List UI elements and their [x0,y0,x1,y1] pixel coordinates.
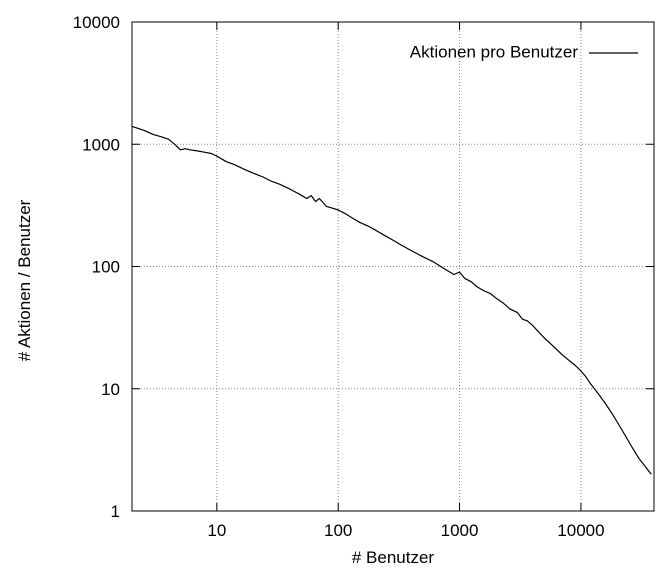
x-tick-label: 10 [207,521,226,540]
axis-tick-labels: 10 100 1000 10000 1 10 100 1000 10000 [73,13,605,540]
y-tick-label: 1000 [82,135,120,154]
plot-frame [131,21,655,512]
y-axis-title: # Aktionen / Benutzer [15,199,34,361]
y-tick-label: 100 [92,258,120,277]
y-tick-label: 10000 [73,13,120,32]
grid [132,22,654,511]
x-tick-label: 100 [324,521,352,540]
y-tick-label: 10 [101,380,120,399]
legend: Aktionen pro Benutzer [410,42,638,61]
x-tick-label: 1000 [441,521,479,540]
y-tick-label: 1 [111,502,120,521]
x-axis-title: # Benutzer [352,548,435,567]
x-tick-label: 10000 [557,521,604,540]
series-line-1 [131,125,652,475]
series-lines [131,125,652,475]
legend-label-series-1: Aktionen pro Benutzer [410,42,579,61]
